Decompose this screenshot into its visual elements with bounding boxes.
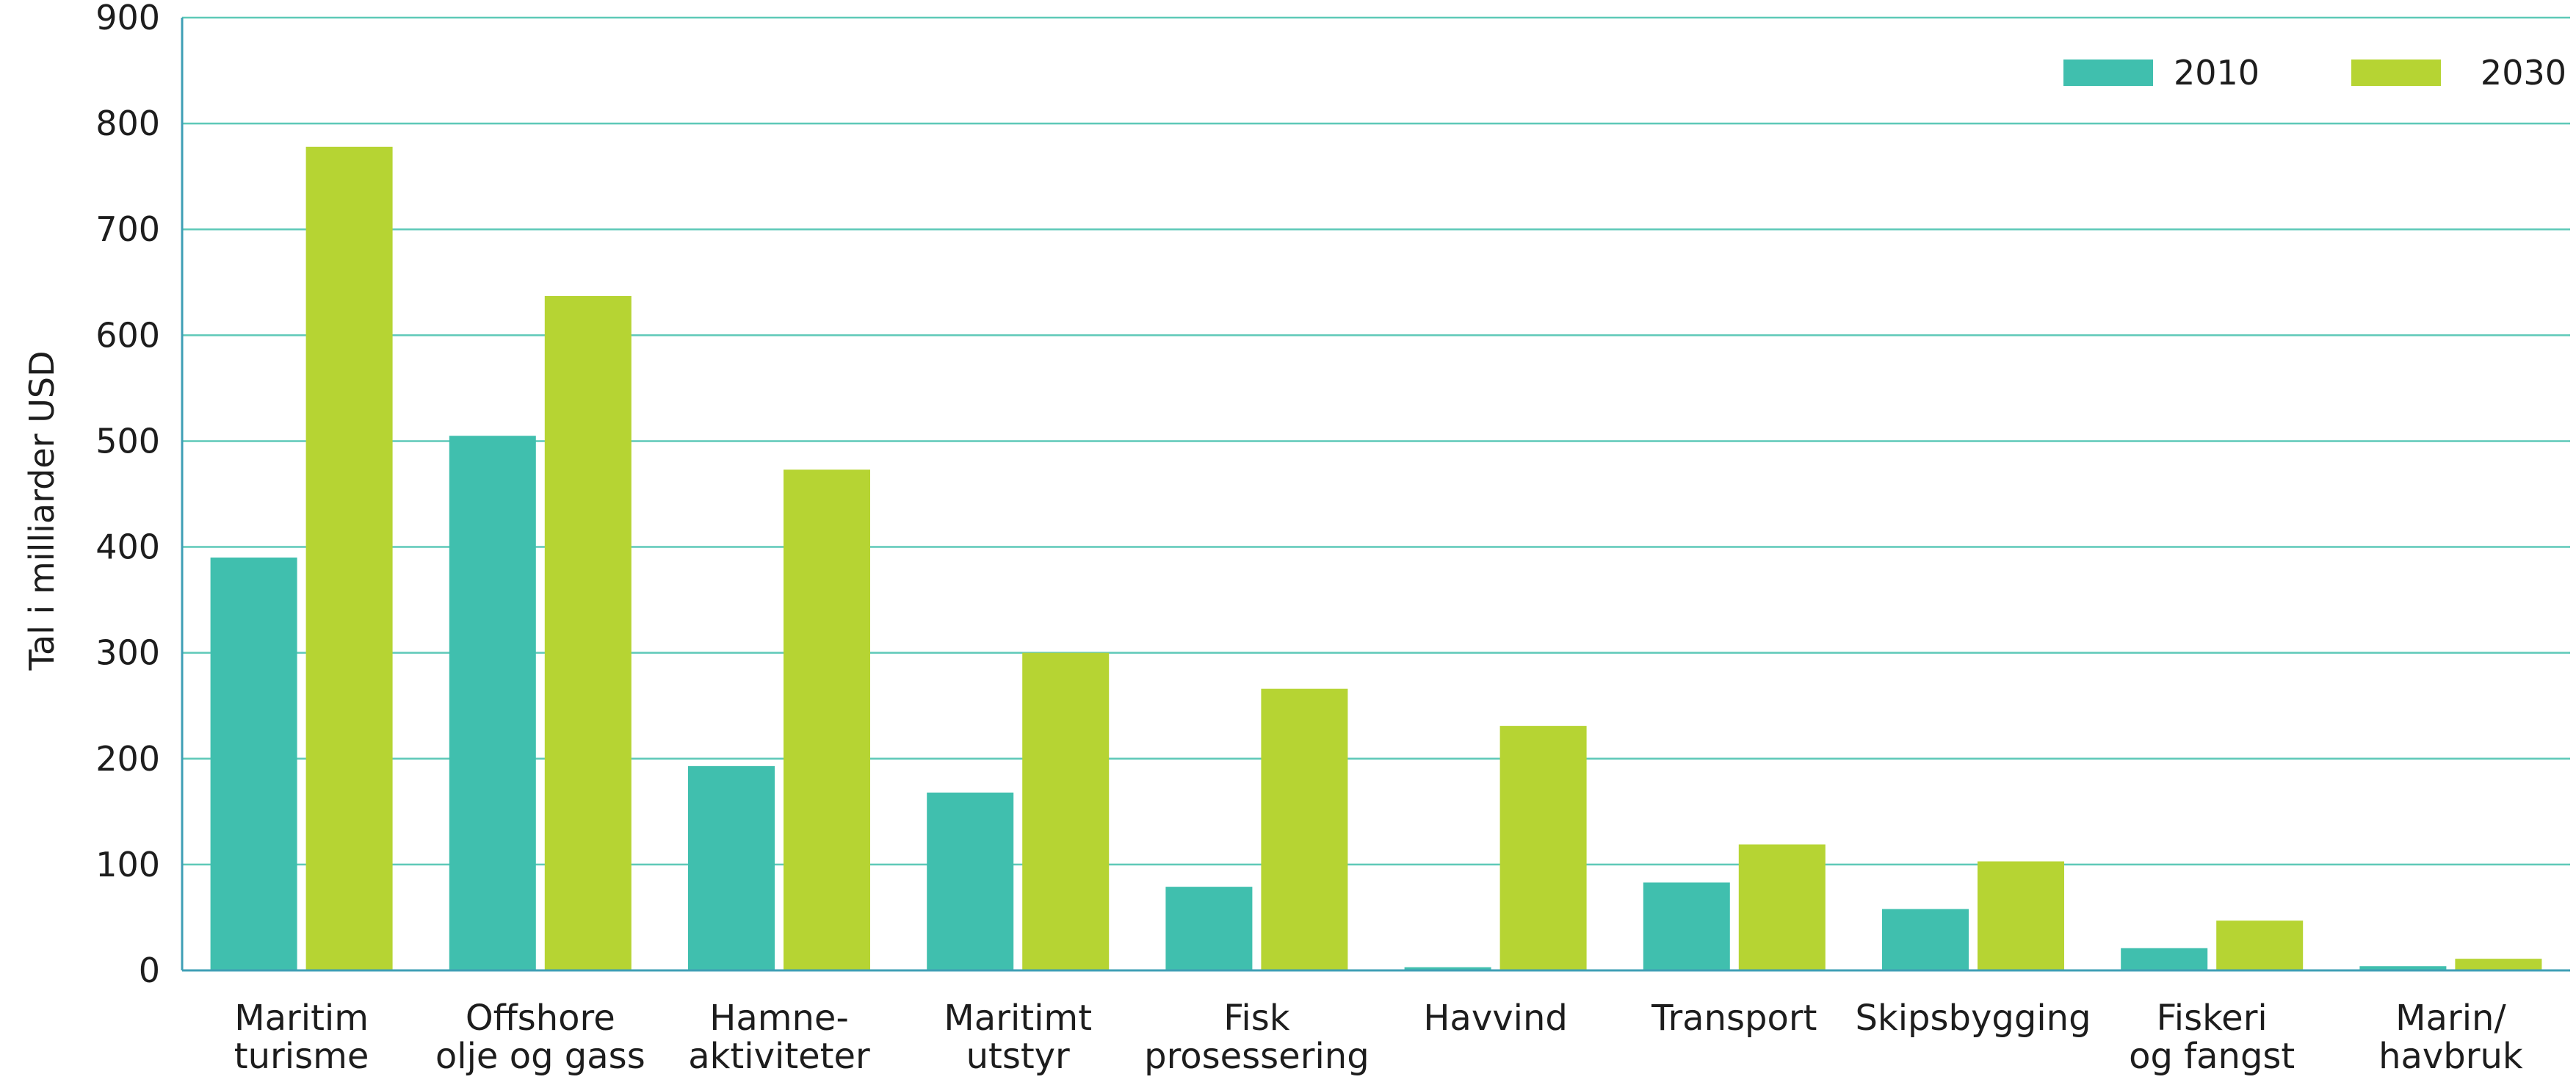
x-category-label: Skipsbygging bbox=[1855, 998, 2091, 1039]
x-category-label: utstyr bbox=[966, 1036, 1070, 1077]
bar-2010-6 bbox=[1643, 882, 1730, 970]
x-category-label: Maritim bbox=[234, 998, 369, 1039]
bar-2010-9 bbox=[2359, 966, 2447, 970]
legend: 2010 2030 bbox=[2063, 53, 2566, 93]
x-category-label: Marin/ bbox=[2395, 998, 2506, 1039]
y-tick-label: 0 bbox=[139, 951, 160, 990]
bar-2010-8 bbox=[2121, 948, 2208, 970]
y-tick-label: 500 bbox=[95, 421, 160, 461]
bar-2030-0 bbox=[305, 146, 393, 970]
bar-2010-3 bbox=[927, 792, 1014, 970]
x-category-label: aktiviteter bbox=[688, 1036, 870, 1077]
x-category-label: Maritimt bbox=[944, 998, 1092, 1039]
bar-2010-4 bbox=[1165, 887, 1253, 970]
y-tick-label: 900 bbox=[95, 0, 160, 37]
bar-2030-5 bbox=[1499, 726, 1587, 970]
y-tick-label: 600 bbox=[95, 315, 160, 355]
x-category-label: prosessering bbox=[1144, 1036, 1370, 1077]
bars bbox=[210, 146, 2542, 970]
x-category-label: Fiskeri bbox=[2157, 998, 2268, 1039]
x-category-label: turisme bbox=[234, 1036, 369, 1077]
legend-label-2010: 2010 bbox=[2174, 53, 2260, 93]
bar-2010-2 bbox=[688, 765, 775, 970]
bar-2010-0 bbox=[210, 557, 297, 970]
x-category-label: og fangst bbox=[2129, 1036, 2295, 1077]
bar-2030-9 bbox=[2455, 959, 2542, 970]
y-axis-title: Tal i milliarder USD bbox=[22, 350, 62, 671]
y-axis-ticks: 0 100 200 300 400 500 600 700 800 900 bbox=[95, 0, 160, 990]
bar-2030-8 bbox=[2216, 920, 2304, 970]
x-category-label: Hamne- bbox=[709, 998, 849, 1039]
legend-swatch-2010 bbox=[2063, 60, 2153, 86]
bar-2010-1 bbox=[449, 436, 536, 970]
bar-2010-5 bbox=[1404, 967, 1491, 970]
x-category-label: olje og gass bbox=[435, 1036, 645, 1077]
x-category-label: Transport bbox=[1651, 998, 1817, 1039]
y-tick-label: 700 bbox=[95, 209, 160, 249]
x-category-label: havbruk bbox=[2378, 1036, 2523, 1077]
legend-swatch-2030 bbox=[2351, 60, 2441, 86]
x-category-label: Havvind bbox=[1423, 998, 1568, 1039]
y-tick-label: 300 bbox=[95, 633, 160, 673]
bar-2030-3 bbox=[1022, 652, 1110, 970]
bar-2030-7 bbox=[1978, 861, 2064, 970]
bar-2030-4 bbox=[1261, 688, 1348, 970]
y-tick-label: 400 bbox=[95, 527, 160, 567]
bar-2030-2 bbox=[784, 469, 870, 970]
x-category-label: Offshore bbox=[466, 998, 615, 1039]
bar-2030-6 bbox=[1738, 844, 1826, 970]
y-tick-label: 800 bbox=[95, 104, 160, 143]
bar-2010-7 bbox=[1882, 909, 1969, 970]
axes bbox=[181, 18, 2570, 972]
gridlines bbox=[182, 16, 2570, 866]
x-category-label: Fisk bbox=[1223, 998, 1289, 1039]
y-tick-label: 200 bbox=[95, 739, 160, 779]
legend-label-2030: 2030 bbox=[2481, 53, 2566, 93]
bar-2030-1 bbox=[544, 296, 632, 970]
y-tick-label: 100 bbox=[95, 845, 160, 884]
